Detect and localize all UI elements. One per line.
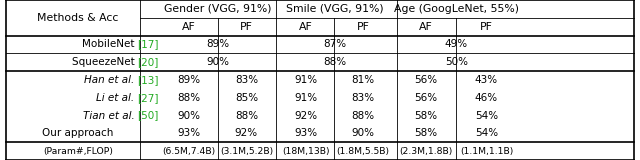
- Text: AF: AF: [182, 22, 196, 32]
- Text: Smile (VGG, 91%): Smile (VGG, 91%): [286, 4, 383, 14]
- Text: Gender (VGG, 91%): Gender (VGG, 91%): [164, 4, 271, 14]
- Text: 92%: 92%: [235, 128, 258, 138]
- Text: 89%: 89%: [177, 75, 200, 85]
- Text: 88%: 88%: [235, 111, 258, 120]
- Text: Tian et al.: Tian et al.: [83, 111, 138, 120]
- Text: 54%: 54%: [475, 111, 498, 120]
- Text: 43%: 43%: [475, 75, 498, 85]
- Text: 81%: 81%: [351, 75, 374, 85]
- Text: 50%: 50%: [445, 57, 468, 67]
- Text: 46%: 46%: [475, 93, 498, 103]
- Text: 93%: 93%: [177, 128, 200, 138]
- Text: 92%: 92%: [294, 111, 317, 120]
- Text: 90%: 90%: [177, 111, 200, 120]
- Text: (18M,13B): (18M,13B): [282, 147, 330, 156]
- Text: 85%: 85%: [235, 93, 258, 103]
- Text: 56%: 56%: [415, 93, 438, 103]
- Text: (3.1M,5.2B): (3.1M,5.2B): [220, 147, 273, 156]
- Text: 87%: 87%: [323, 40, 346, 49]
- Text: PF: PF: [480, 22, 493, 32]
- Text: 58%: 58%: [415, 128, 438, 138]
- Text: MobileNet: MobileNet: [82, 40, 138, 49]
- Text: (Param#,FLOP): (Param#,FLOP): [43, 147, 113, 156]
- Text: 88%: 88%: [351, 111, 374, 120]
- Text: Methods & Acc: Methods & Acc: [37, 13, 119, 23]
- Text: (1.1M,1.1B): (1.1M,1.1B): [460, 147, 513, 156]
- Text: [17]: [17]: [138, 40, 159, 49]
- Text: PF: PF: [240, 22, 253, 32]
- Text: 91%: 91%: [294, 75, 317, 85]
- Text: 56%: 56%: [415, 75, 438, 85]
- Text: 88%: 88%: [323, 57, 346, 67]
- Text: PF: PF: [356, 22, 369, 32]
- Text: 49%: 49%: [445, 40, 468, 49]
- Text: (1.8M,5.5B): (1.8M,5.5B): [337, 147, 389, 156]
- Text: [50]: [50]: [138, 111, 159, 120]
- Text: Li et al.: Li et al.: [96, 93, 138, 103]
- Text: 93%: 93%: [294, 128, 317, 138]
- Text: 58%: 58%: [415, 111, 438, 120]
- Text: SqueezeNet: SqueezeNet: [72, 57, 138, 67]
- Text: AF: AF: [299, 22, 313, 32]
- Text: Age (GoogLeNet, 55%): Age (GoogLeNet, 55%): [394, 4, 519, 14]
- Text: 90%: 90%: [351, 128, 374, 138]
- Text: (2.3M,1.8B): (2.3M,1.8B): [399, 147, 453, 156]
- Text: Han et al.: Han et al.: [84, 75, 138, 85]
- Text: [13]: [13]: [138, 75, 159, 85]
- Text: 89%: 89%: [206, 40, 229, 49]
- Text: 83%: 83%: [351, 93, 374, 103]
- Text: 91%: 91%: [294, 93, 317, 103]
- Text: Our approach: Our approach: [42, 128, 114, 138]
- Text: [20]: [20]: [138, 57, 159, 67]
- Text: [27]: [27]: [138, 93, 159, 103]
- Text: 54%: 54%: [475, 128, 498, 138]
- Text: 83%: 83%: [235, 75, 258, 85]
- Text: AF: AF: [419, 22, 433, 32]
- Text: 88%: 88%: [177, 93, 200, 103]
- Text: 90%: 90%: [206, 57, 229, 67]
- Text: (6.5M,7.4B): (6.5M,7.4B): [162, 147, 216, 156]
